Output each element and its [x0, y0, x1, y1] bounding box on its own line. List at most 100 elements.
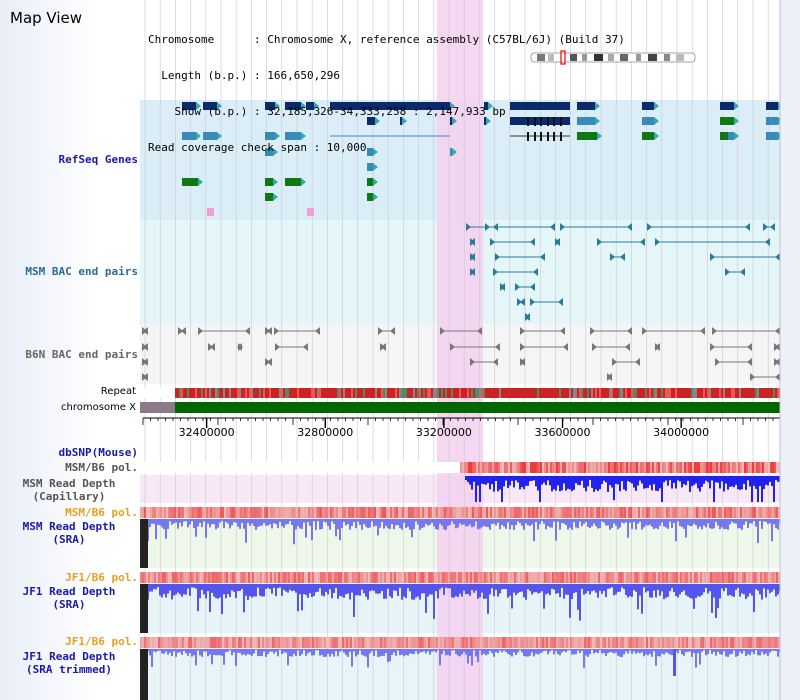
depth-bar [451, 649, 453, 651]
depth-bar [227, 649, 229, 652]
gene-strand-arrow [734, 117, 739, 125]
depth-bar [765, 649, 767, 654]
depth-bar [253, 519, 255, 526]
gene-strand-arrow [373, 193, 378, 201]
pol-cell [350, 572, 352, 583]
pol-cell [568, 637, 570, 648]
pol-cell [436, 637, 438, 648]
depth-bar [735, 519, 737, 524]
track-label-msm-b6-pol-2[interactable]: MSM/B6 pol. [65, 506, 138, 519]
track-label-jf1-b6-pol-2[interactable]: JF1/B6 pol. [65, 635, 138, 648]
pol-cell [732, 462, 734, 473]
track-label-dbsnp[interactable]: dbSNP(Mouse) [58, 446, 138, 459]
pol-cell [692, 462, 694, 473]
pol-cell [620, 507, 622, 518]
depth-bar [593, 584, 595, 591]
pol-cell [624, 572, 626, 583]
pol-cell [698, 572, 700, 583]
pol-cell [360, 637, 362, 648]
depth-bar [313, 584, 315, 597]
depth-bar [505, 519, 507, 529]
track-label-msm-depth-capillary[interactable]: MSM Read Depth (Capillary) [22, 477, 116, 503]
depth-bar [555, 519, 557, 541]
depth-bar [371, 519, 373, 522]
pol-cell [396, 507, 398, 518]
track-label-msm-bac[interactable]: MSM BAC end pairs [25, 265, 138, 278]
depth-bar [455, 519, 457, 529]
depth-bar [195, 519, 197, 537]
pol-cell [748, 637, 750, 648]
depth-bar [297, 584, 299, 612]
gene-block [265, 178, 273, 186]
depth-bar [515, 519, 517, 526]
track-label-jf1-b6-pol-1[interactable]: JF1/B6 pol. [65, 571, 138, 584]
gene-strand-arrow [196, 102, 201, 110]
track-label-msm-b6-pol-1[interactable]: MSM/B6 pol. [65, 461, 138, 474]
pol-cell [536, 507, 538, 518]
track-label-jf1-depth-sra[interactable]: JF1 Read Depth (SRA) [22, 585, 116, 611]
pol-cell [298, 507, 300, 518]
depth-bar [559, 584, 561, 598]
pol-cell [404, 637, 406, 648]
depth-bar [221, 519, 223, 522]
pol-cell [602, 637, 604, 648]
pol-cell [322, 637, 324, 648]
pol-cell [472, 507, 474, 518]
depth-bar [227, 519, 229, 524]
depth-bar [155, 584, 157, 590]
pol-cell [776, 507, 778, 518]
pol-cell [610, 572, 612, 583]
depth-bar [545, 519, 547, 530]
pol-cell [326, 507, 328, 518]
track-label-refseq[interactable]: RefSeq Genes [58, 153, 138, 166]
depth-bar [333, 584, 335, 593]
pol-cell [182, 637, 184, 648]
depth-bar [539, 649, 541, 654]
pol-cell [474, 507, 476, 518]
depth-bar [697, 649, 699, 654]
pol-cell [766, 637, 768, 648]
depth-bar [567, 519, 569, 530]
depth-bar [333, 649, 335, 657]
depth-bar [563, 584, 565, 599]
pol-cell [440, 637, 442, 648]
bac-end-marker [520, 358, 525, 366]
depth-bar [635, 584, 637, 592]
pol-cell [402, 507, 404, 518]
depth-bar [489, 476, 491, 490]
depth-bar [207, 649, 209, 657]
depth-bar [759, 519, 761, 522]
pol-cell [228, 507, 230, 518]
pol-cell [638, 572, 640, 583]
depth-bar [373, 519, 375, 527]
pol-cell [164, 572, 166, 583]
depth-bar [509, 476, 511, 486]
depth-bar [579, 584, 581, 621]
depth-bar [353, 519, 355, 523]
bac-end-marker [495, 253, 500, 261]
depth-bar [647, 476, 649, 488]
depth-bar [291, 649, 293, 657]
track-label-b6n-bac[interactable]: B6N BAC end pairs [25, 348, 138, 361]
pol-cell [500, 572, 502, 583]
pol-cell [324, 507, 326, 518]
pol-cell [604, 507, 606, 518]
pol-cell [592, 572, 594, 583]
pol-cell [588, 637, 590, 648]
pol-cell [682, 637, 684, 648]
depth-bar [507, 476, 509, 489]
pol-cell [210, 572, 212, 583]
pol-cell [624, 637, 626, 648]
gene-strand-arrow [373, 163, 378, 171]
depth-bar [421, 649, 423, 652]
gene-exon-tick [553, 117, 555, 126]
track-label-msm-depth-sra[interactable]: MSM Read Depth (SRA) [22, 520, 116, 546]
depth-bar [639, 519, 641, 522]
repeat-element [739, 388, 741, 398]
pol-cell [538, 462, 540, 473]
track-label-jf1-depth-trimmed[interactable]: JF1 Read Depth (SRA trimmed) [22, 650, 116, 676]
pol-cell [370, 507, 372, 518]
pol-cell [274, 507, 276, 518]
depth-bar [601, 584, 603, 594]
